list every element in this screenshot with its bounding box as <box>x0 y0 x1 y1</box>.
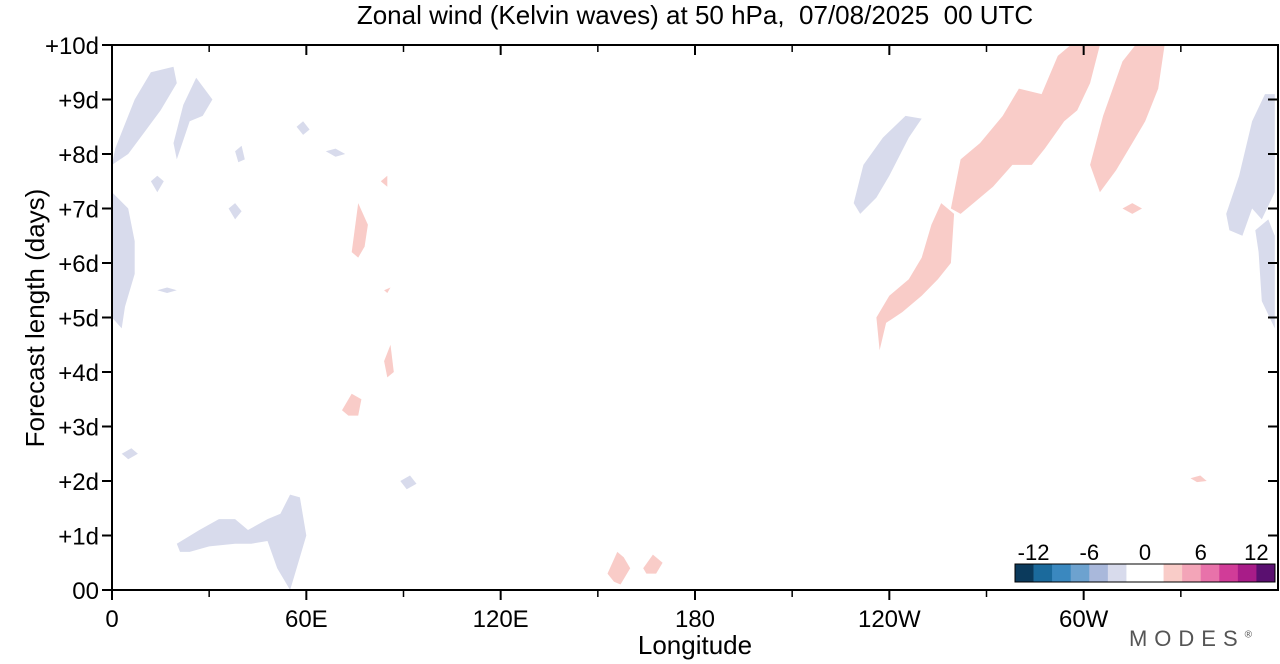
positive-wind-region-15 <box>950 45 1100 214</box>
negative-wind-region-3 <box>176 494 307 590</box>
colorbar-swatch-2 <box>1052 564 1072 582</box>
anomaly-regions <box>112 45 1275 590</box>
y-tick-label-2: +2d <box>58 469 99 496</box>
colorbar-swatch-8 <box>1163 564 1183 582</box>
axes: 0 60E 120E 180 120W 60W 00 +1d +2d +3d +4d +5d +6d +7… <box>45 33 1278 633</box>
positive-wind-region-21 <box>643 554 663 574</box>
modes-logo: MODES® <box>1129 626 1252 652</box>
negative-wind-region-6 <box>1255 219 1275 329</box>
negative-wind-region-0 <box>112 66 177 165</box>
y-tick-label-8: +8d <box>58 142 99 169</box>
y-tick-label-1: +1d <box>58 524 99 551</box>
negative-wind-region-2 <box>112 192 135 329</box>
negative-wind-region-10 <box>296 121 310 135</box>
y-tick-label-5: +5d <box>58 306 99 333</box>
colorbar-swatch-5 <box>1107 564 1127 582</box>
positive-wind-region-26 <box>1190 475 1207 483</box>
colorbar-swatch-7 <box>1145 564 1164 582</box>
colorbar-swatch-12 <box>1237 564 1257 582</box>
colorbar-swatch-1 <box>1033 564 1053 582</box>
y-tick-label-10: +10d <box>45 33 99 60</box>
y-tick-label-6: +6d <box>58 251 99 278</box>
x-tick-label-3: 180 <box>675 606 715 633</box>
brand-text: MODES <box>1128 626 1245 651</box>
negative-wind-region-11 <box>400 475 417 490</box>
registered-mark: ® <box>1244 629 1252 641</box>
positive-wind-region-25 <box>1122 203 1142 214</box>
colorbar-label-3: 6 <box>1195 540 1207 565</box>
negative-wind-region-14 <box>325 148 346 157</box>
y-tick-label-9: +9d <box>58 88 99 115</box>
negative-wind-region-4 <box>853 115 922 214</box>
x-axis-label: Longitude <box>637 630 753 660</box>
colorbar-swatch-3 <box>1070 564 1090 582</box>
colorbar-swatch-11 <box>1219 564 1239 582</box>
x-tick-label-0: 0 <box>105 606 118 633</box>
x-tick-label-1: 60E <box>285 606 328 633</box>
colorbar-label-1: -6 <box>1080 540 1100 565</box>
colorbar-frame <box>1014 563 1276 583</box>
positive-wind-region-23 <box>384 287 391 293</box>
colorbar-swatch-6 <box>1126 564 1146 582</box>
y-axis-label: Forecast length (days) <box>20 188 50 448</box>
colorbar-swatch-13 <box>1256 564 1276 582</box>
positive-wind-region-27 <box>1112 110 1123 133</box>
colorbar-swatch-10 <box>1200 564 1220 582</box>
negative-wind-region-5 <box>1226 94 1275 236</box>
y-tick-label-3: +3d <box>58 415 99 442</box>
negative-wind-region-9 <box>235 145 245 163</box>
negative-wind-region-13 <box>157 287 177 293</box>
x-tick-label-5: 60W <box>1059 606 1109 633</box>
positive-wind-region-17 <box>876 203 955 351</box>
positive-wind-region-18 <box>351 203 368 258</box>
x-tick-label-4: 120W <box>858 606 921 633</box>
colorbar-label-2: 0 <box>1139 540 1151 565</box>
positive-wind-region-19 <box>342 393 362 416</box>
negative-wind-region-8 <box>228 203 242 220</box>
colorbar-label-0: -12 <box>1018 540 1050 565</box>
positive-wind-region-16 <box>1090 45 1165 193</box>
positive-wind-region-24 <box>384 344 394 378</box>
negative-wind-region-1 <box>173 77 213 160</box>
y-tick-label-4: +4d <box>58 360 99 387</box>
positive-wind-region-20 <box>607 551 631 585</box>
y-tick-label-0: 00 <box>72 578 99 605</box>
positive-wind-region-22 <box>380 175 388 187</box>
colorbar-swatch-4 <box>1089 564 1109 582</box>
y-tick-label-7: +7d <box>58 197 99 224</box>
colorbar-label-4: 12 <box>1244 540 1268 565</box>
negative-wind-region-7 <box>150 175 164 193</box>
negative-wind-region-12 <box>121 448 138 460</box>
x-tick-label-2: 120E <box>473 606 529 633</box>
colorbar: -12 -6 0 6 12 <box>1014 540 1276 583</box>
colorbar-swatch-0 <box>1015 564 1034 582</box>
chart-title: Zonal wind (Kelvin waves) at 50 hPa, 07/… <box>356 0 1034 30</box>
colorbar-swatch-9 <box>1182 564 1202 582</box>
